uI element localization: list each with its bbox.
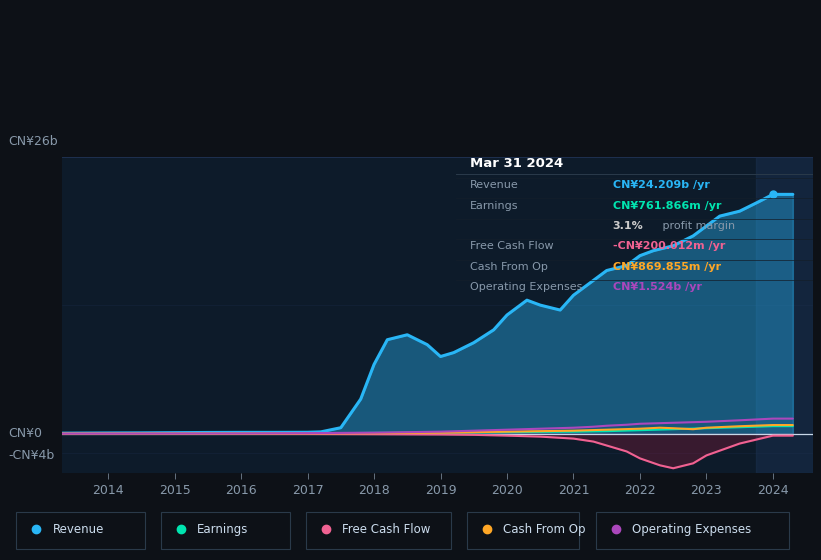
Text: Earnings: Earnings <box>197 522 249 536</box>
Text: CN¥24.209b /yr: CN¥24.209b /yr <box>612 180 709 190</box>
Text: CN¥1.524b /yr: CN¥1.524b /yr <box>612 282 702 292</box>
Text: Cash From Op: Cash From Op <box>503 522 585 536</box>
Text: Earnings: Earnings <box>470 200 518 211</box>
Text: Revenue: Revenue <box>53 522 103 536</box>
Bar <box>756 157 813 473</box>
Text: Operating Expenses: Operating Expenses <box>632 522 751 536</box>
Text: CN¥761.866m /yr: CN¥761.866m /yr <box>612 200 722 211</box>
Text: Revenue: Revenue <box>470 180 519 190</box>
Text: 3.1%: 3.1% <box>612 221 644 231</box>
Text: CN¥26b: CN¥26b <box>8 136 57 148</box>
Text: Cash From Op: Cash From Op <box>470 262 548 272</box>
Text: -CN¥200.012m /yr: -CN¥200.012m /yr <box>612 241 725 251</box>
Text: -CN¥4b: -CN¥4b <box>8 449 54 462</box>
Text: CN¥869.855m /yr: CN¥869.855m /yr <box>612 262 721 272</box>
Text: profit margin: profit margin <box>658 221 735 231</box>
Text: Free Cash Flow: Free Cash Flow <box>342 522 430 536</box>
Text: Free Cash Flow: Free Cash Flow <box>470 241 553 251</box>
Text: Operating Expenses: Operating Expenses <box>470 282 582 292</box>
Text: Mar 31 2024: Mar 31 2024 <box>470 157 563 170</box>
Text: CN¥0: CN¥0 <box>8 427 42 440</box>
